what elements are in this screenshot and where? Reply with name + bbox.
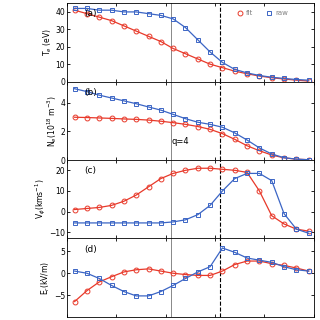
Y-axis label: E$_r$(kV/m): E$_r$(kV/m): [40, 260, 52, 295]
Y-axis label: V$_\phi$(kms$^{-1}$): V$_\phi$(kms$^{-1}$): [33, 179, 48, 220]
Text: raw: raw: [276, 10, 288, 16]
Text: (d): (d): [84, 245, 97, 254]
Y-axis label: N$_e$(10$^{18}$ m$^{-3}$): N$_e$(10$^{18}$ m$^{-3}$): [45, 95, 59, 147]
Text: (c): (c): [84, 166, 96, 175]
Text: fit: fit: [246, 10, 253, 16]
Text: (a): (a): [84, 10, 97, 19]
Text: q=4: q=4: [172, 137, 189, 146]
Text: (b): (b): [84, 88, 97, 97]
Y-axis label: T$_e$ (eV): T$_e$ (eV): [42, 28, 54, 56]
